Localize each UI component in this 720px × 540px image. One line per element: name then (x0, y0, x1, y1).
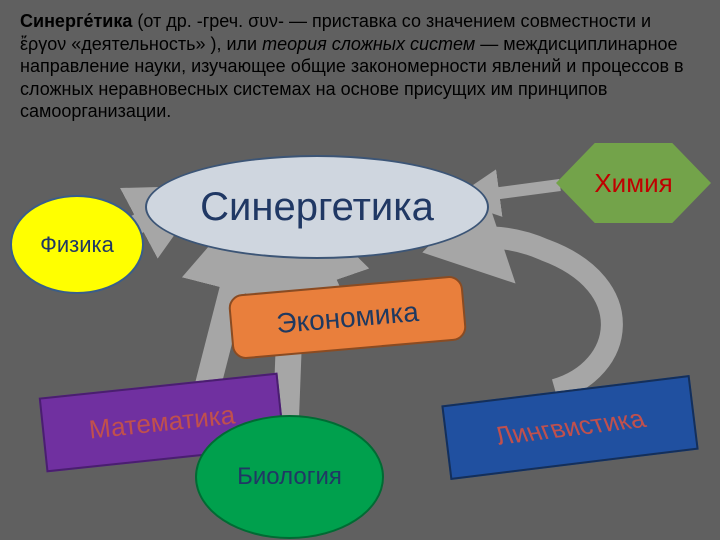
node-linguistics: Лингвистика (441, 375, 698, 480)
center-ellipse: Синергетика (145, 155, 489, 259)
definition-paragraph: Синерге́тика (от др. -греч. συν- — прист… (20, 10, 700, 123)
slide: Синерге́тика (от др. -греч. συν- — прист… (0, 0, 720, 540)
node-biology-label: Биология (237, 463, 342, 491)
node-biology: Биология (195, 415, 384, 539)
node-economics: Экономика (228, 275, 468, 360)
node-chemistry: Химия (556, 143, 711, 223)
node-chemistry-label: Химия (594, 168, 672, 199)
node-economics-label: Экономика (275, 295, 420, 339)
node-linguistics-label: Лингвистика (490, 404, 651, 452)
node-physics: Физика (10, 195, 144, 294)
center-label: Синергетика (200, 185, 434, 230)
node-physics-label: Физика (40, 232, 114, 258)
